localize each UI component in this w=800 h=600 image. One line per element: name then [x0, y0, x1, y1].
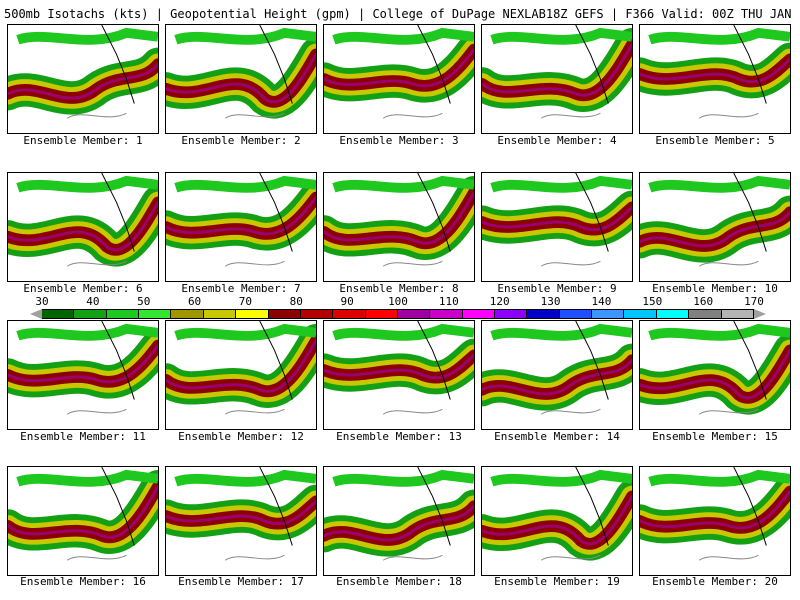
colorbar-segment [430, 310, 463, 318]
ensemble-map-6 [7, 172, 159, 282]
colorbar-segment [333, 310, 366, 318]
ensemble-member-label: Ensemble Member: 8 [339, 282, 459, 295]
title-left: 500mb Isotachs (kts) | Geopotential Heig… [4, 7, 546, 21]
colorbar-tick-label: 60 [187, 295, 202, 308]
ensemble-member-label: Ensemble Member: 13 [336, 430, 462, 443]
colorbar-tick-label: 70 [238, 295, 253, 308]
ensemble-map-19 [481, 466, 633, 576]
ensemble-member-label: Ensemble Member: 5 [655, 134, 775, 147]
ensemble-map-1 [7, 24, 159, 134]
colorbar-segment [74, 310, 107, 318]
colorbar-arrow-left [30, 309, 42, 319]
ensemble-member-label: Ensemble Member: 11 [20, 430, 146, 443]
colorbar-segment [139, 310, 172, 318]
ensemble-map-20 [639, 466, 791, 576]
colorbar-arrow-right [754, 309, 766, 319]
colorbar-segment [42, 310, 75, 318]
colorbar-segment [689, 310, 722, 318]
map-title: 500mb Isotachs (kts) | Geopotential Heig… [4, 6, 796, 22]
ensemble-map-18 [323, 466, 475, 576]
colorbar-segment [495, 310, 528, 318]
ensemble-map-15 [639, 320, 791, 430]
ensemble-map-5 [639, 24, 791, 134]
ensemble-map-14 [481, 320, 633, 430]
colorbar-segment [300, 310, 334, 318]
ensemble-map-3 [323, 24, 475, 134]
ensemble-member-label: Ensemble Member: 20 [652, 575, 778, 588]
colorbar-tick-label: 40 [86, 295, 100, 308]
ensemble-member-label: Ensemble Member: 18 [336, 575, 462, 588]
colorbar-tick-label: 100 [388, 295, 408, 308]
colorbar-tick-label: 110 [438, 295, 459, 308]
ensemble-member-label: Ensemble Member: 9 [497, 282, 617, 295]
colorbar-tick-label: 130 [540, 295, 561, 308]
ensemble-member-label: Ensemble Member: 2 [181, 134, 301, 147]
ensemble-map-11 [7, 320, 159, 430]
ensemble-member-label: Ensemble Member: 6 [23, 282, 143, 295]
colorbar-tick-label: 150 [642, 295, 663, 308]
ensemble-member-label: Ensemble Member: 12 [178, 430, 304, 443]
ensemble-member-label: Ensemble Member: 19 [494, 575, 620, 588]
colorbar-tick-label: 80 [289, 295, 303, 308]
ensemble-map-2 [165, 24, 317, 134]
colorbar-tick-label: 140 [591, 295, 612, 308]
colorbar-segment [624, 310, 657, 318]
ensemble-map-13 [323, 320, 475, 430]
colorbar-tick-label: 30 [35, 295, 49, 308]
colorbar-segment [203, 310, 237, 318]
ensemble-map-17 [165, 466, 317, 576]
title-right: 18Z GEFS | F366 Valid: 00Z THU JAN 29 20… [545, 7, 796, 21]
colorbar-tick-label: 90 [340, 295, 354, 308]
colorbar-tick-label: 170 [744, 295, 764, 308]
colorbar-segment [592, 310, 625, 318]
colorbar-segment [171, 310, 204, 318]
ensemble-member-label: Ensemble Member: 15 [652, 430, 778, 443]
ensemble-map-7 [165, 172, 317, 282]
ensemble-member-label: Ensemble Member: 10 [652, 282, 778, 295]
colorbar-segment [365, 310, 398, 318]
colorbar-segment [268, 310, 301, 318]
ensemble-map-8 [323, 172, 475, 282]
colorbar-segment [106, 310, 140, 318]
colorbar-tick-label: 160 [693, 295, 714, 308]
colorbar-tick-label: 50 [137, 295, 151, 308]
colorbar-segment [527, 310, 560, 318]
ensemble-map-9 [481, 172, 633, 282]
colorbar-segment [236, 310, 269, 318]
isotach-colorbar [42, 309, 754, 319]
ensemble-member-label: Ensemble Member: 4 [497, 134, 617, 147]
ensemble-member-label: Ensemble Member: 16 [20, 575, 146, 588]
colorbar-tick-label: 120 [489, 295, 510, 308]
ensemble-member-label: Ensemble Member: 17 [178, 575, 304, 588]
colorbar-segment [462, 310, 496, 318]
ensemble-map-4 [481, 24, 633, 134]
ensemble-member-label: Ensemble Member: 1 [23, 134, 143, 147]
ensemble-map-12 [165, 320, 317, 430]
ensemble-map-16 [7, 466, 159, 576]
colorbar-segment [656, 310, 690, 318]
ensemble-map-10 [639, 172, 791, 282]
colorbar-segment [721, 310, 754, 318]
colorbar-segment [559, 310, 593, 318]
colorbar-segment [397, 310, 431, 318]
ensemble-member-label: Ensemble Member: 7 [181, 282, 301, 295]
ensemble-member-label: Ensemble Member: 14 [494, 430, 620, 443]
ensemble-member-label: Ensemble Member: 3 [339, 134, 459, 147]
